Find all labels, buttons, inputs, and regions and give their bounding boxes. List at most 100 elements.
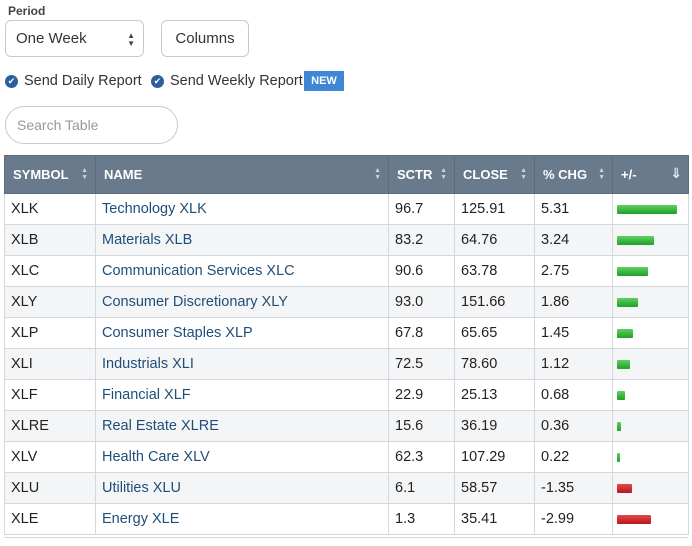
symbol-cell: XLB <box>4 224 96 256</box>
name-link[interactable]: Consumer Discretionary XLY <box>95 286 389 318</box>
column-header-close[interactable]: CLOSE ▲ ▼ <box>454 155 535 194</box>
positive-change-bar <box>617 328 633 338</box>
name-link[interactable]: Utilities XLU <box>95 472 389 504</box>
send-daily-report-checkbox[interactable]: ✔ Send Daily Report <box>5 72 142 90</box>
name-link[interactable]: Real Estate XLRE <box>95 410 389 442</box>
name-link[interactable]: Energy XLE <box>95 503 389 535</box>
name-link[interactable]: Materials XLB <box>95 224 389 256</box>
name-link[interactable]: Communication Services XLC <box>95 255 389 287</box>
change-bar-cell <box>612 348 689 380</box>
search-table-input[interactable] <box>5 106 178 144</box>
check-circle-icon: ✔ <box>151 74 164 88</box>
symbol-cell: XLV <box>4 441 96 473</box>
name-link[interactable]: Consumer Staples XLP <box>95 317 389 349</box>
sctr-cell: 22.9 <box>388 379 455 411</box>
pct-chg-cell: 0.22 <box>534 441 613 473</box>
pct-chg-cell: 2.75 <box>534 255 613 287</box>
symbol-cell: XLK <box>4 193 96 225</box>
negative-change-bar <box>617 483 632 493</box>
period-select[interactable]: One Week ▲ ▼ <box>5 20 144 57</box>
positive-change-bar <box>617 266 648 276</box>
sctr-cell: 90.6 <box>388 255 455 287</box>
period-select-value: One Week <box>16 30 87 47</box>
sctr-cell: 93.0 <box>388 286 455 318</box>
pct-chg-cell: 0.68 <box>534 379 613 411</box>
sort-arrows-icon: ▲ ▼ <box>440 167 447 181</box>
symbol-cell: XLE <box>4 503 96 535</box>
name-link[interactable]: Financial XLF <box>95 379 389 411</box>
close-cell: 35.41 <box>454 503 535 535</box>
change-bar-cell <box>612 503 689 535</box>
table-row[interactable]: XLV Health Care XLV 62.3 107.29 0.22 <box>4 441 689 473</box>
positive-change-bar <box>617 297 638 307</box>
close-cell: 58.57 <box>454 472 535 504</box>
sctr-cell: 6.1 <box>388 472 455 504</box>
column-header-pct-chg[interactable]: % CHG ▲ ▼ <box>534 155 613 194</box>
pct-chg-cell: -1.35 <box>534 472 613 504</box>
sctr-cell: 72.5 <box>388 348 455 380</box>
positive-change-bar <box>617 359 630 369</box>
change-bar-cell <box>612 255 689 287</box>
send-weekly-report-label: Send Weekly Report <box>170 73 303 89</box>
sort-arrows-icon: ▲ ▼ <box>520 167 527 181</box>
negative-change-bar <box>617 514 651 524</box>
send-daily-report-label: Send Daily Report <box>24 73 142 89</box>
close-cell: 107.29 <box>454 441 535 473</box>
change-bar-cell <box>612 224 689 256</box>
pct-chg-cell: 1.86 <box>534 286 613 318</box>
table-row[interactable]: XLI Industrials XLI 72.5 78.60 1.12 <box>4 348 689 380</box>
name-link[interactable]: Industrials XLI <box>95 348 389 380</box>
name-link[interactable]: Health Care XLV <box>95 441 389 473</box>
new-badge: NEW <box>304 71 344 91</box>
name-link[interactable]: Technology XLK <box>95 193 389 225</box>
column-header-name[interactable]: NAME ▲ ▼ <box>95 155 389 194</box>
change-bar-cell <box>612 317 689 349</box>
pct-chg-cell: 3.24 <box>534 224 613 256</box>
sctr-cell: 83.2 <box>388 224 455 256</box>
positive-change-bar <box>617 235 654 245</box>
period-label: Period <box>8 4 46 18</box>
column-header-symbol[interactable]: SYMBOL ▲ ▼ <box>4 155 96 194</box>
sort-arrows-icon: ▲ ▼ <box>374 167 381 181</box>
table-row[interactable]: XLC Communication Services XLC 90.6 63.78 2.… <box>4 255 689 287</box>
table-row[interactable]: XLK Technology XLK 96.7 125.91 5.31 <box>4 193 689 225</box>
change-bar-cell <box>612 379 689 411</box>
table-row[interactable]: XLB Materials XLB 83.2 64.76 3.24 <box>4 224 689 256</box>
sctr-cell: 15.6 <box>388 410 455 442</box>
close-cell: 78.60 <box>454 348 535 380</box>
table-header-row: SYMBOL ▲ ▼ NAME ▲ ▼ SCTR ▲ ▼ CLOSE ▲ ▼ % CHG ▲ ▼ +… <box>4 155 689 194</box>
symbol-cell: XLRE <box>4 410 96 442</box>
pct-chg-cell: 1.45 <box>534 317 613 349</box>
close-cell: 65.65 <box>454 317 535 349</box>
change-bar-cell <box>612 286 689 318</box>
table-row[interactable]: XLF Financial XLF 22.9 25.13 0.68 <box>4 379 689 411</box>
symbol-cell: XLP <box>4 317 96 349</box>
pct-chg-cell: -2.99 <box>534 503 613 535</box>
sctr-cell: 1.3 <box>388 503 455 535</box>
sctr-cell: 62.3 <box>388 441 455 473</box>
table-row[interactable]: XLY Consumer Discretionary XLY 93.0 151.66 1… <box>4 286 689 318</box>
table-row[interactable]: XLP Consumer Staples XLP 67.8 65.65 1.45 <box>4 317 689 349</box>
sort-arrows-icon: ▲ ▼ <box>81 167 88 181</box>
column-header-sctr[interactable]: SCTR ▲ ▼ <box>388 155 455 194</box>
symbol-cell: XLY <box>4 286 96 318</box>
up-down-caret-icon: ▲ ▼ <box>127 31 135 48</box>
symbol-cell: XLU <box>4 472 96 504</box>
close-cell: 151.66 <box>454 286 535 318</box>
close-cell: 63.78 <box>454 255 535 287</box>
columns-button[interactable]: Columns <box>161 20 249 57</box>
sort-descending-icon: ⇓ <box>670 165 682 181</box>
positive-change-bar <box>617 452 620 462</box>
change-bar-cell <box>612 193 689 225</box>
check-circle-icon: ✔ <box>5 74 18 88</box>
symbol-cell: XLI <box>4 348 96 380</box>
table-row[interactable]: XLE Energy XLE 1.3 35.41 -2.99 <box>4 503 689 535</box>
table-row[interactable]: XLRE Real Estate XLRE 15.6 36.19 0.36 <box>4 410 689 442</box>
table-row[interactable]: XLU Utilities XLU 6.1 58.57 -1.35 <box>4 472 689 504</box>
positive-change-bar <box>617 204 677 214</box>
send-weekly-report-checkbox[interactable]: ✔ Send Weekly Report <box>151 72 303 90</box>
column-header-change-bar[interactable]: +/- ⇓ <box>612 155 689 194</box>
close-cell: 125.91 <box>454 193 535 225</box>
positive-change-bar <box>617 390 625 400</box>
sort-arrows-icon: ▲ ▼ <box>598 167 605 181</box>
